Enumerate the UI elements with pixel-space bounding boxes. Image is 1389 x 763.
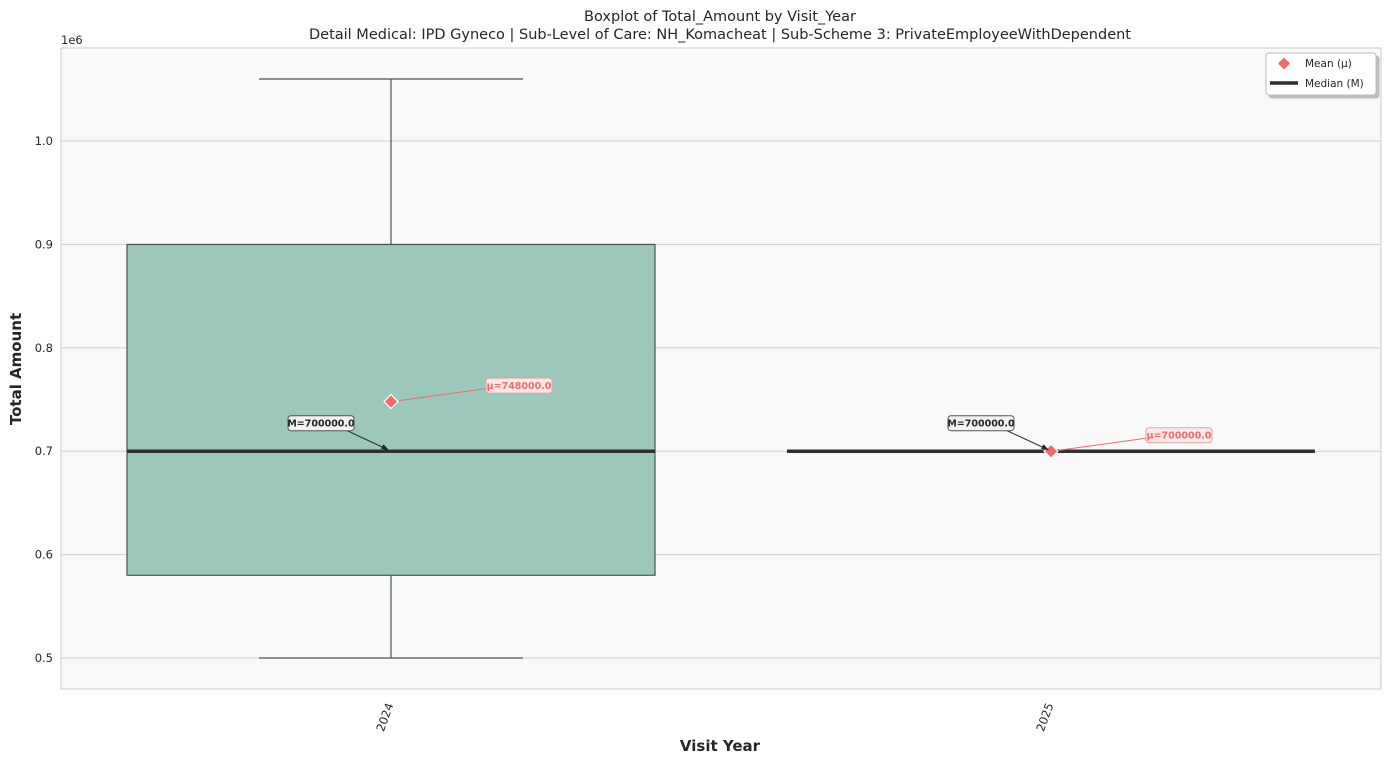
median-label: M=700000.0 <box>947 419 1015 430</box>
median-arrow-line <box>1005 429 1048 450</box>
legend-mean-diamond-icon <box>1278 57 1290 70</box>
chart-title: Boxplot of Total_Amount by Visit_Year <box>584 9 856 25</box>
boxes <box>126 78 1315 659</box>
mean-arrow-line <box>1058 437 1147 451</box>
x-tick-label: 2025 <box>1033 701 1056 733</box>
median-label-box <box>947 415 1015 432</box>
mean-label: μ=748000.0 <box>487 381 552 392</box>
chart-subtitle: Detail Medical: IPD Gyneco | Sub-Level o… <box>309 27 1131 43</box>
y-axis-label: Total Amount <box>7 313 25 425</box>
y-tick-label: 0.9 <box>35 237 53 251</box>
mean-marker-2024 <box>383 393 399 410</box>
y-tick-label: 0.6 <box>35 548 53 562</box>
annotations: M=700000.0 μ=748000.0 M=700000.0 μ=700000.0 <box>287 377 1213 451</box>
y-tick-label: 1.0 <box>35 134 53 148</box>
mean-label: μ=700000.0 <box>1147 431 1212 442</box>
median-arrow-head <box>1041 444 1049 451</box>
mean-arrow-line <box>398 388 487 402</box>
x-tick-label: 2024 <box>373 701 396 733</box>
legend-median-label: Median (M) <box>1305 78 1364 90</box>
mean-label-box <box>485 377 553 394</box>
mean-label-box <box>1145 427 1213 444</box>
legend-mean-label: Mean (μ) <box>1305 58 1352 70</box>
y-tick-label: 0.5 <box>35 651 53 665</box>
y-offset-label: 1e6 <box>61 33 83 47</box>
median-label-box <box>287 415 355 432</box>
x-axis-label: Visit Year <box>680 737 761 755</box>
median-arrow-head <box>381 444 389 451</box>
legend: Mean (μ) Median (M) <box>1265 52 1377 96</box>
median-arrow-line <box>345 429 388 450</box>
box-2024 <box>126 243 656 576</box>
y-tick-label: 0.8 <box>35 341 53 355</box>
median-label: M=700000.0 <box>287 419 355 430</box>
y-tick-label: 0.7 <box>35 444 53 458</box>
